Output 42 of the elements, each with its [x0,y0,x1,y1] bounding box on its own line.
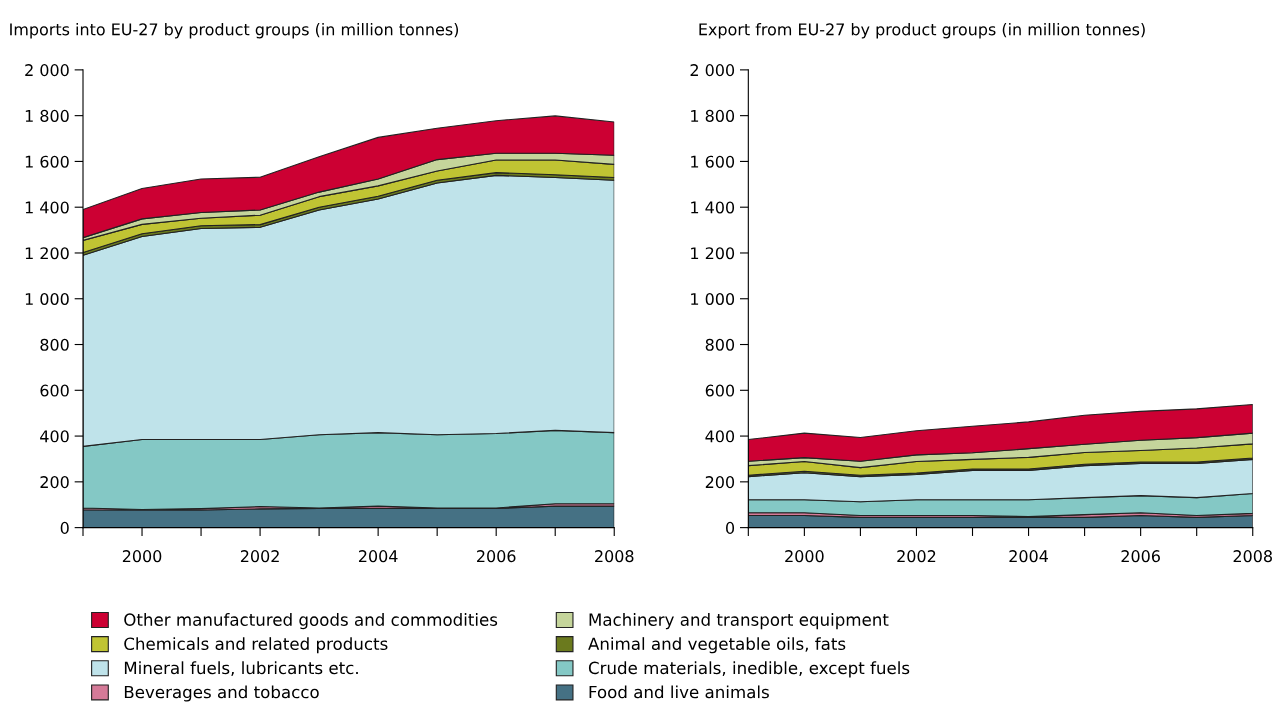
y-tick-label: 1 800 [691,109,735,122]
x-tick-label: 2006 [477,550,516,563]
y-tick-label: 400 [705,430,735,443]
x-tick-label: 2002 [240,550,279,563]
y-tick-label: 1 400 [25,201,69,214]
y-tick-label: 2 000 [25,64,69,77]
legend-label: Machinery and transport equipment [589,613,889,630]
y-tick-label: 1 200 [691,247,735,260]
y-tick-label: 2 000 [690,64,735,77]
x-tick-label: 2000 [122,550,162,563]
y-tick-label: 0 [726,521,735,534]
legend-label: Crude materials, inedible, except fuels [588,661,910,678]
y-tick-label: 800 [705,338,735,351]
y-tick-label: 400 [40,430,69,443]
legend-label: Animal and vegetable oils, fats [588,637,846,654]
x-tick-label: 2008 [1233,550,1272,563]
y-tick-label: 600 [40,384,69,397]
x-tick-label: 2004 [358,550,398,563]
y-tick-label: 1 200 [25,247,69,260]
y-tick-label: 1 600 [691,155,735,168]
legend-label: Chemicals and related products [124,637,388,654]
y-tick-label: 1 800 [25,109,69,122]
legend-label: Food and live animals [589,685,769,699]
y-tick-label: 200 [40,476,69,489]
y-tick-label: 800 [40,338,69,351]
x-tick-label: 2006 [1121,550,1160,563]
y-tick-label: 200 [705,476,735,489]
x-tick-label: 2000 [785,550,824,563]
y-tick-label: 1 000 [25,292,69,306]
x-tick-label: 2008 [595,550,634,563]
x-tick-label: 2004 [1009,550,1048,563]
y-tick-label: 0 [60,521,69,534]
legend-label: Mineral fuels, lubricants etc. [124,661,358,676]
y-tick-label: 600 [705,384,735,397]
legend-label: Beverages and tobacco [124,685,319,702]
y-tick-label: 1 000 [691,292,735,306]
y-tick-label: 1 400 [691,201,735,214]
legend-label: Other manufactured goods and commodities [124,613,498,630]
chart-title: Export from EU-27 by product groups (in million tonnes) [699,23,1145,39]
y-tick-label: 1 600 [25,155,69,168]
x-tick-label: 2002 [897,550,936,563]
chart-title: Imports into EU-27 by product groups (in million tonnes) [10,23,459,39]
